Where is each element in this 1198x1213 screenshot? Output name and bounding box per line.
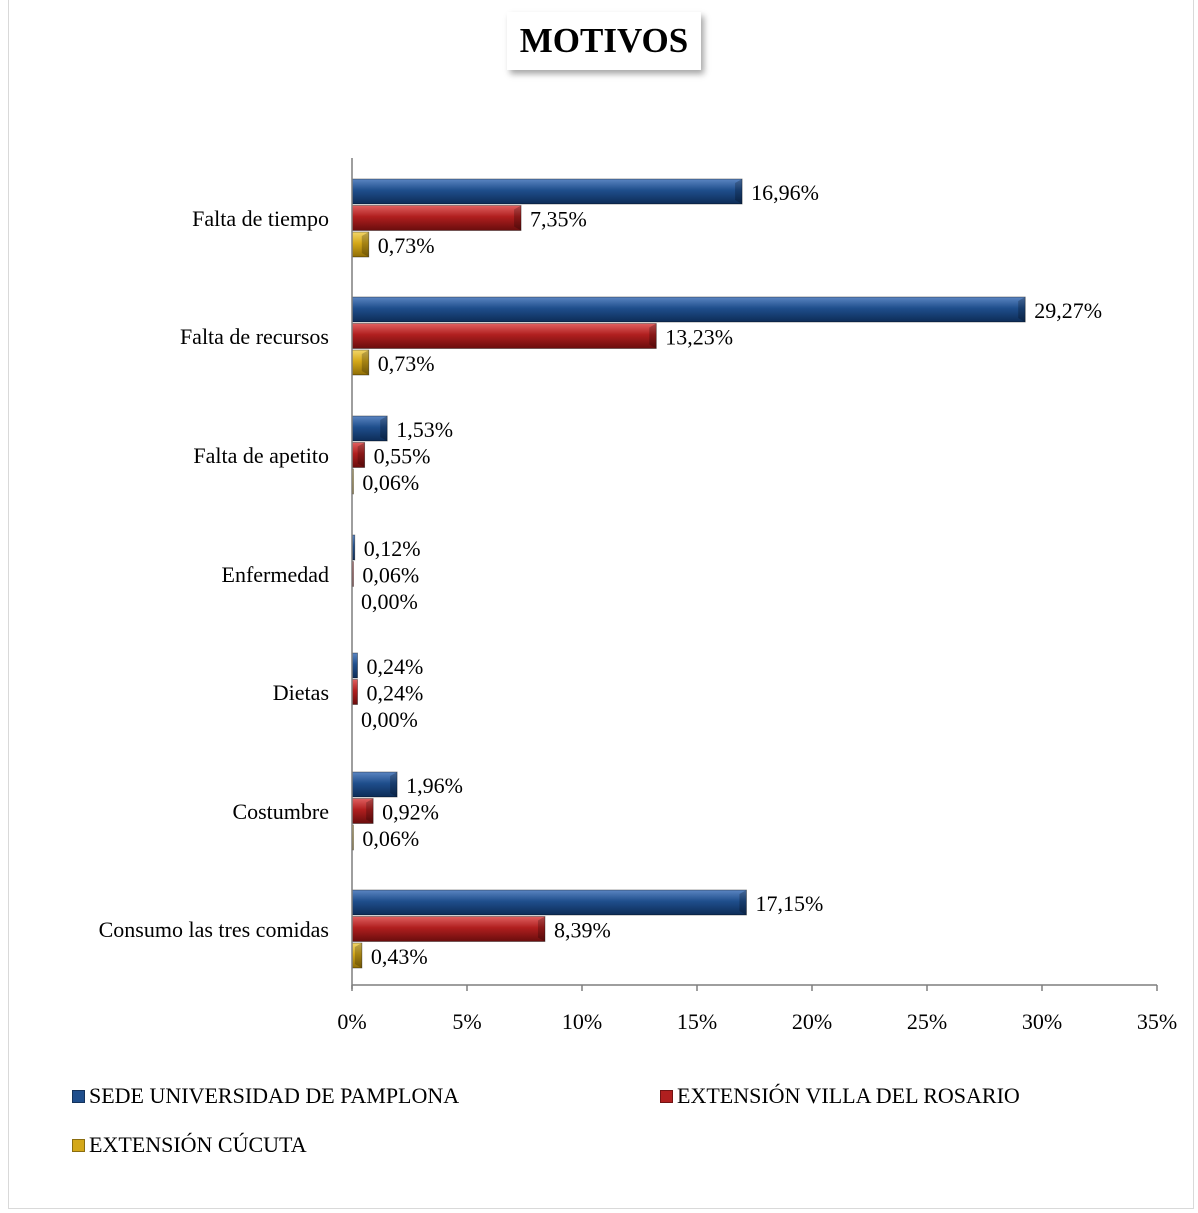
data-label-5-2: 0,06% [362,826,419,851]
bar-6-0 [351,889,747,916]
data-label-0-1: 7,35% [530,207,587,232]
data-label-3-2: 0,00% [361,589,418,614]
legend-swatch-pamplona [72,1089,85,1103]
x-tick-label-0: 0% [337,1009,366,1034]
chart-title-box: MOTIVOS [507,12,701,70]
bar-6-1 [351,916,546,942]
bar-bevel-6-0 [739,890,747,915]
bar-bevel-1-1 [649,323,657,349]
x-tick-label-1: 5% [452,1009,481,1034]
category-label-6: Consumo las tres comidas [99,917,329,942]
bar-bevel-2-1 [357,442,365,468]
legend-item-pamplona: SEDE UNIVERSIDAD DE PAMPLONA [72,1083,459,1109]
data-label-2-2: 0,06% [362,470,419,495]
bar-bevel-1-2 [361,350,369,375]
data-label-5-1: 0,92% [382,800,439,825]
category-label-1: Falta de recursos [180,324,329,349]
category-label-3: Enfermedad [222,562,330,587]
data-label-0-2: 0,73% [378,233,435,258]
chart-title: MOTIVOS [519,21,689,60]
bar-bevel-0-2 [361,232,369,257]
bar-bevel-6-2 [354,943,362,968]
legend-label-cucuta: EXTENSIÓN CÚCUTA [89,1132,307,1157]
category-label-5: Costumbre [232,799,329,824]
data-label-6-1: 8,39% [554,918,611,943]
data-label-4-1: 0,24% [367,681,424,706]
data-label-4-2: 0,00% [361,707,418,732]
bar-bevel-0-0 [735,179,743,204]
bar-0-1 [351,205,522,231]
data-label-3-1: 0,06% [362,563,419,588]
data-label-0-0: 16,96% [751,180,819,205]
x-tick-label-3: 15% [677,1009,717,1034]
bar-bevel-1-0 [1018,297,1026,322]
data-label-2-0: 1,53% [396,417,453,442]
data-label-6-2: 0,43% [371,944,428,969]
bar-0-0 [351,178,743,205]
legend-label-pamplona: SEDE UNIVERSIDAD DE PAMPLONA [89,1083,460,1108]
bar-4-1 [351,679,358,705]
x-tick-label-6: 30% [1022,1009,1062,1034]
bar-bevel-5-1 [366,798,374,824]
category-label-0: Falta de tiempo [192,206,329,231]
x-tick-label-5: 25% [907,1009,947,1034]
data-label-5-0: 1,96% [406,773,463,798]
legend-item-villa-del-rosario: EXTENSIÓN VILLA DEL ROSARIO [660,1083,1020,1109]
data-label-6-0: 17,15% [755,891,823,916]
bar-1-1 [351,323,657,349]
bar-bevel-2-0 [380,416,388,441]
data-label-1-1: 13,23% [665,325,733,350]
legend-swatch-cucuta [72,1138,85,1152]
data-label-3-0: 0,12% [364,536,421,561]
bar-bevel-0-1 [514,205,522,231]
chart-frame [8,0,1194,1209]
bar-4-0 [351,652,358,679]
data-label-1-0: 29,27% [1034,298,1102,323]
category-label-4: Dietas [273,680,329,705]
bar-2-0 [351,415,388,442]
data-label-2-1: 0,55% [374,444,431,469]
x-tick-label-2: 10% [562,1009,602,1034]
data-label-1-2: 0,73% [378,351,435,376]
bar-bevel-6-1 [537,916,545,942]
bar-5-0 [351,771,398,798]
x-tick-label-7: 35% [1137,1009,1177,1034]
bar-bevel-5-0 [390,772,398,797]
legend-item-cucuta: EXTENSIÓN CÚCUTA [72,1132,307,1158]
legend-swatch-villa-del-rosario [660,1089,673,1103]
legend-label-villa-del-rosario: EXTENSIÓN VILLA DEL ROSARIO [677,1083,1020,1108]
category-label-2: Falta de apetito [193,443,329,468]
x-tick-label-4: 20% [792,1009,832,1034]
bar-1-0 [351,296,1026,323]
data-label-4-0: 0,24% [367,654,424,679]
